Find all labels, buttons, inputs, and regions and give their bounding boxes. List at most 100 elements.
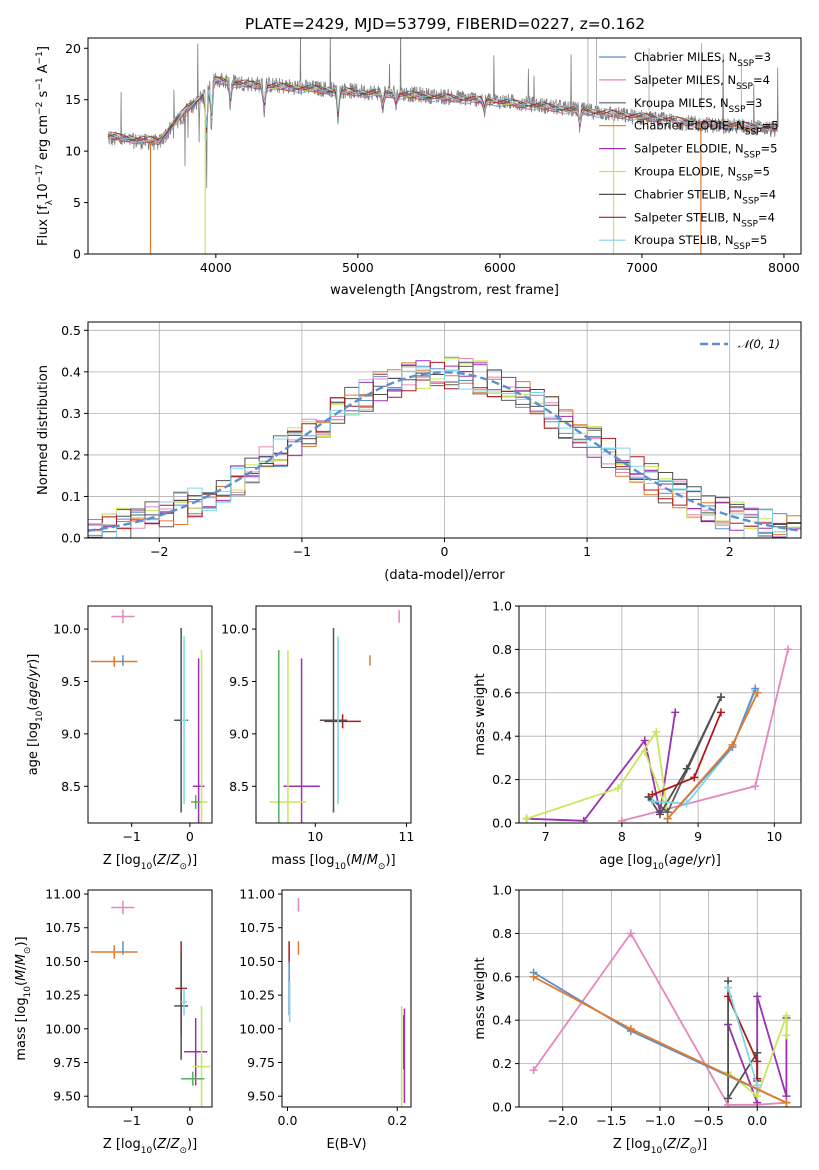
x-tick-label: 10 bbox=[307, 829, 323, 844]
y-tick-label: 10.0 bbox=[53, 622, 81, 637]
x-tick-label: 0 bbox=[186, 829, 194, 844]
weight-series-line bbox=[727, 981, 759, 1102]
weight-point-marker bbox=[626, 929, 635, 938]
y-tick-label: 8.5 bbox=[61, 779, 81, 794]
weight-vs-age-panel: 7 8 9 10 0.0 0.2 0.4 0.6 0.8 1.0 age [log10(age/yr… bbox=[473, 599, 802, 872]
y-axis-label: Normed distribution bbox=[36, 365, 51, 495]
x-tick-label: 0 bbox=[441, 544, 449, 559]
figure-title: PLATE=2429, MJD=53799, FIBERID=0227, z=0… bbox=[245, 15, 645, 33]
legend-entry: Chabrier MILES, NSSP=3 bbox=[634, 50, 771, 69]
y-tick-label: 10.25 bbox=[45, 988, 81, 1003]
y-tick-label: 1.0 bbox=[492, 883, 512, 898]
weight-series-line bbox=[526, 729, 669, 820]
y-tick-label: 0.1 bbox=[61, 489, 81, 504]
error-bar-point bbox=[283, 658, 320, 823]
weight-series-line bbox=[666, 692, 759, 820]
weight-point-marker bbox=[784, 645, 793, 654]
weight-point-marker bbox=[753, 688, 762, 697]
model-spectrum bbox=[107, 77, 778, 142]
weight-series-line bbox=[652, 690, 757, 805]
weight-point-marker bbox=[753, 1092, 762, 1101]
y-tick-label: 15 bbox=[65, 92, 81, 107]
y-tick-label: 0.0 bbox=[492, 1100, 512, 1115]
error-bar-point bbox=[191, 795, 201, 810]
legend-entry: 𝒩(0, 1) bbox=[738, 337, 780, 351]
weight-vs-metallicity-panel-marks bbox=[529, 929, 791, 1107]
weight-series-line bbox=[621, 649, 789, 822]
residual-lines bbox=[88, 356, 801, 538]
x-tick-label: −1 bbox=[122, 1113, 140, 1128]
weight-point-marker bbox=[671, 708, 680, 717]
weight-point-marker bbox=[614, 784, 623, 793]
weight-point-marker bbox=[753, 992, 762, 1001]
x-tick-label: 0.2 bbox=[387, 1113, 407, 1128]
x-tick-label: −1 bbox=[122, 829, 140, 844]
y-tick-label: 9.5 bbox=[61, 674, 81, 689]
y-tick-label: 10 bbox=[65, 144, 81, 159]
x-tick-label: −0.5 bbox=[693, 1113, 723, 1128]
error-bar-point bbox=[111, 609, 135, 624]
y-axis-label: mass [log10(M/M⊙)] bbox=[14, 936, 33, 1060]
y-tick-label: 0.2 bbox=[492, 772, 512, 787]
weight-vs-metallicity-panel: −2.0 −1.5 −1.0 −0.5 0.0 0.0 0.2 0.4 0.6 0.8 1.0 Z [… bbox=[473, 883, 802, 1156]
y-tick-label: 9.0 bbox=[61, 726, 81, 741]
x-tick-label: −1.5 bbox=[596, 1113, 626, 1128]
error-bar-point bbox=[90, 656, 138, 667]
error-bar-point bbox=[324, 714, 361, 729]
observed-spectrum bbox=[107, 38, 779, 189]
weight-point-marker bbox=[579, 816, 588, 823]
residual-histogram bbox=[88, 367, 801, 538]
legend-entry: Kroupa MILES, NSSP=3 bbox=[634, 96, 762, 115]
y-tick-label: 5 bbox=[73, 195, 81, 210]
x-tick-label: 6000 bbox=[484, 260, 516, 275]
weight-point-marker bbox=[682, 799, 691, 808]
y-axis-label: age [log10(age/yr)] bbox=[26, 654, 45, 776]
y-tick-label: 9.50 bbox=[247, 1089, 275, 1104]
error-bar-point bbox=[319, 628, 348, 813]
weight-point-marker bbox=[753, 1057, 762, 1066]
x-axis-label: (data-model)/error bbox=[384, 568, 505, 583]
spectrum-panel: 4000 5000 6000 7000 8000 0 5 10 15 20 wavelength [… bbox=[35, 37, 802, 298]
y-tick-label: 11.00 bbox=[45, 887, 81, 902]
x-axis-label: age [log10(age/yr)] bbox=[599, 853, 721, 872]
y-tick-label: 0.0 bbox=[61, 531, 81, 546]
weight-point-marker bbox=[652, 727, 661, 736]
mass-vs-metallicity-panel: −1 0 9.50 9.75 10.00 10.25 10.50 10.75 11.00 Z [l… bbox=[14, 887, 213, 1156]
age-vs-metallicity-panel-marks bbox=[90, 609, 208, 823]
weight-vs-age-panel-marks bbox=[522, 645, 793, 823]
weight-point-marker bbox=[617, 816, 626, 823]
weight-point-marker bbox=[648, 797, 657, 806]
legend-entry: Salpeter MILES, NSSP=4 bbox=[634, 73, 770, 92]
weight-point-marker bbox=[529, 972, 538, 981]
error-bar-point bbox=[192, 1005, 211, 1107]
error-bar-point bbox=[174, 952, 189, 1060]
error-bar-point bbox=[269, 650, 307, 823]
age-vs-mass-panel-marks bbox=[269, 610, 400, 823]
y-tick-label: 10.50 bbox=[45, 954, 81, 969]
weight-point-marker bbox=[782, 1031, 791, 1040]
spectrum-legend: Chabrier MILES, NSSP=3 Salpeter MILES, NS… bbox=[599, 50, 779, 252]
x-tick-label: 8000 bbox=[768, 260, 800, 275]
x-tick-label: −1 bbox=[293, 544, 311, 559]
weight-point-marker bbox=[640, 736, 649, 745]
x-axis-label: Z [log10(Z/Z⊙)] bbox=[103, 853, 197, 872]
y-tick-label: 8.5 bbox=[229, 779, 249, 794]
x-axis-label: Z [log10(Z/Z⊙)] bbox=[613, 1137, 707, 1156]
weight-point-marker bbox=[782, 1011, 791, 1020]
y-tick-label: 10.25 bbox=[239, 988, 275, 1003]
y-tick-label: 0.0 bbox=[492, 816, 512, 831]
y-tick-label: 10.00 bbox=[239, 1021, 275, 1036]
y-tick-label: 9.75 bbox=[247, 1055, 275, 1070]
error-bar-point bbox=[184, 1018, 208, 1086]
x-tick-label: −1.0 bbox=[645, 1113, 675, 1128]
mass-vs-metallicity-panel-marks bbox=[90, 900, 211, 1107]
weight-point-marker bbox=[640, 747, 649, 756]
x-axis-label: E(B-V) bbox=[326, 1137, 366, 1152]
y-tick-label: 0.6 bbox=[492, 969, 512, 984]
axes-frame bbox=[255, 605, 412, 824]
y-tick-label: 9.50 bbox=[53, 1089, 81, 1104]
x-tick-label: 10 bbox=[766, 829, 782, 844]
legend-entry: Kroupa ELODIE, NSSP=5 bbox=[634, 165, 770, 184]
legend-entry: Chabrier ELODIE, NSSP=5 bbox=[634, 119, 779, 138]
